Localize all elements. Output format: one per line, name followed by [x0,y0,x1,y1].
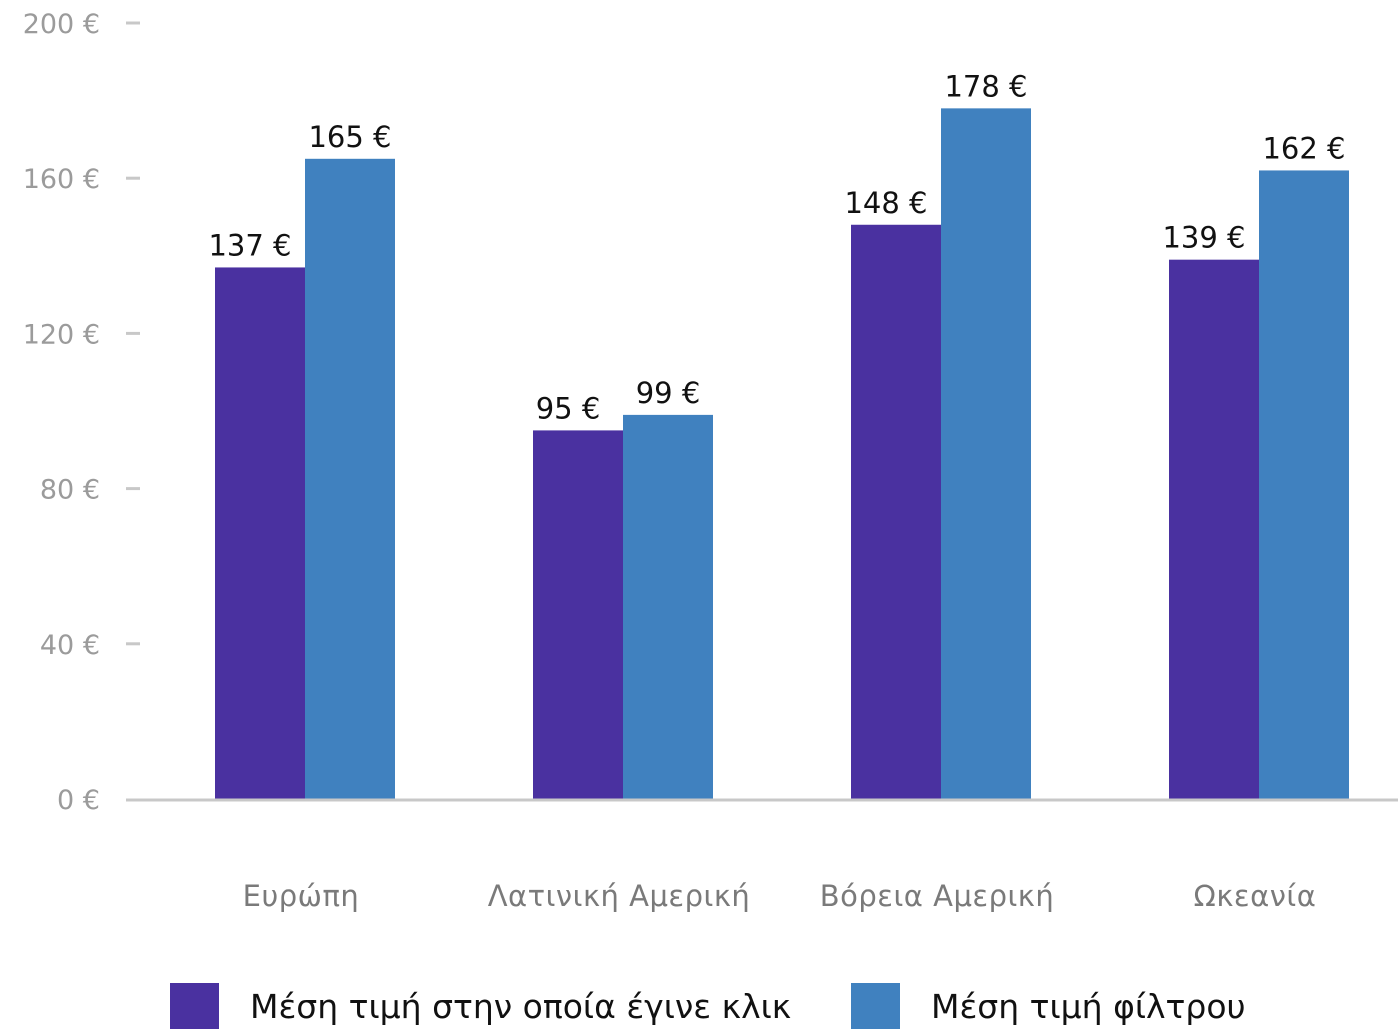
legend-swatch-filter-price [851,983,900,1029]
x-tick-label: Ωκεανία [1194,879,1317,913]
y-tick-label: 80 € [40,475,100,506]
chart-canvas: 0 € 40 € 80 € 120 € 160 € 200 € 137 € 165 € 95 … [23,9,1398,913]
x-tick-label: Ευρώπη [243,879,360,913]
data-labels-group: 137 € 165 € 95 € 99 € 148 € 178 € 139 € 162 € [208,69,1345,425]
bar-clicked-price [851,224,941,799]
bar-clicked-price [533,430,623,799]
bar-filter-price [941,108,1031,800]
data-label: 165 € [308,120,391,154]
data-label: 139 € [1162,221,1245,255]
y-tick-label: 160 € [23,164,100,195]
y-tick-label: 0 € [57,785,100,816]
data-label: 95 € [536,391,601,425]
data-label: 162 € [1262,131,1345,165]
data-label: 178 € [944,69,1027,103]
y-tick-label: 200 € [23,9,100,40]
legend-label-clicked-price: Μέση τιμή στην οποία έγινε κλικ [250,986,792,1026]
bar-clicked-price [215,267,305,799]
x-axis: Ευρώπη Λατινική Αμερική Βόρεια Αμερική Ωκεα… [126,798,1398,913]
bar-filter-price [1259,170,1349,799]
legend-item-filter-price: Μέση τιμή φίλτρου [851,983,1246,1029]
legend-label-filter-price: Μέση τιμή φίλτρου [931,986,1246,1026]
data-label: 99 € [636,376,701,410]
bar-filter-price [305,158,395,800]
data-label: 148 € [844,186,927,220]
bar-filter-price [623,414,713,799]
legend: Μέση τιμή στην οποία έγινε κλικ Μέση τιμ… [0,975,1398,1035]
y-tick-label: 120 € [23,319,100,350]
legend-swatch-clicked-price [170,983,219,1029]
x-tick-label: Λατινική Αμερική [488,879,751,913]
legend-item-clicked-price: Μέση τιμή στην οποία έγινε κλικ [170,983,791,1029]
y-axis: 0 € 40 € 80 € 120 € 160 € 200 € [23,9,140,816]
data-label: 137 € [208,228,291,262]
bars-group [215,108,1349,800]
y-tick-label: 40 € [40,630,100,661]
x-tick-label: Βόρεια Αμερική [820,879,1055,913]
bar-clicked-price [1169,259,1259,799]
